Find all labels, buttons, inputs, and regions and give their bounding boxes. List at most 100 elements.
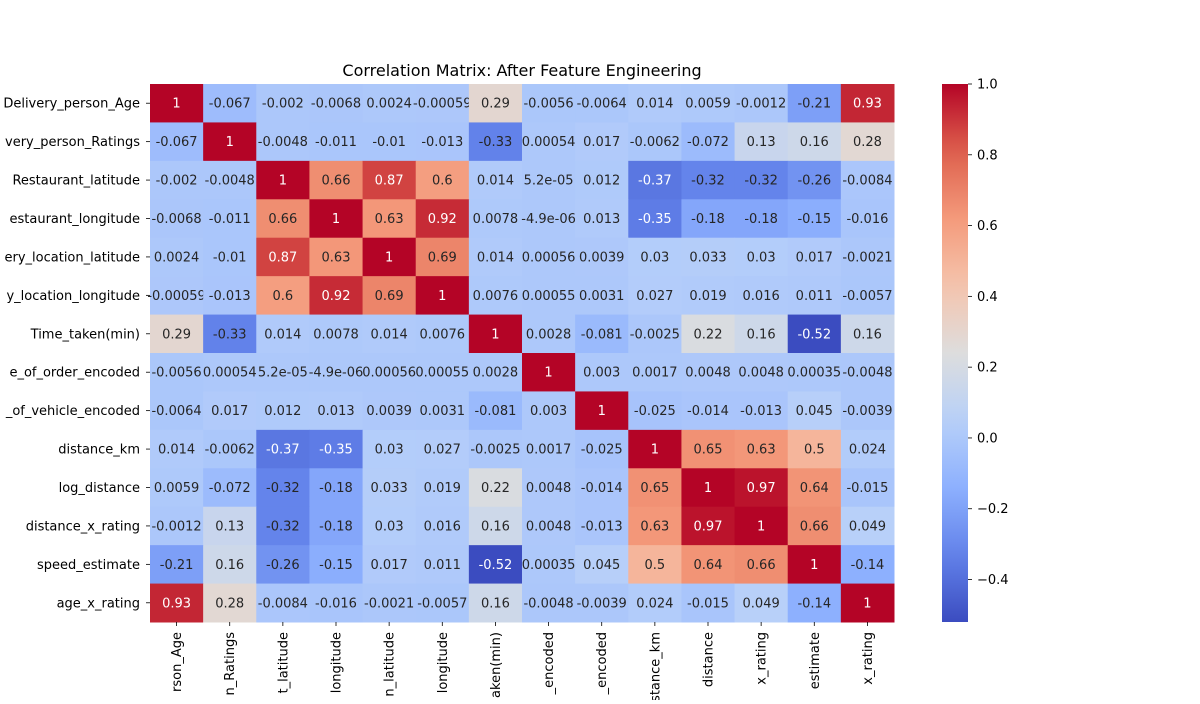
cell-value-label: -0.0056 <box>151 366 201 381</box>
heatmap-cell <box>681 122 736 162</box>
heatmap-cell <box>522 276 576 316</box>
heatmap-cell <box>787 314 842 354</box>
colorbar-tick-label: 0.8 <box>977 148 998 163</box>
cell-value-label: -0.32 <box>266 481 300 496</box>
cell-value-label: -0.0039 <box>842 404 892 419</box>
heatmap-cell <box>681 468 736 508</box>
colorbar-tick-label: 0.6 <box>977 219 998 234</box>
heatmap-cell <box>787 237 842 277</box>
y-tick-label: e_of_order_encoded <box>9 366 140 381</box>
heatmap-cell <box>415 276 470 316</box>
cell-value-label: 0.29 <box>481 97 510 112</box>
heatmap-cell <box>840 84 895 123</box>
heatmap-cell <box>150 199 204 239</box>
heatmap-cell <box>468 199 523 239</box>
colorbar-tick-label: 0.2 <box>977 361 998 376</box>
cell-value-label: 0.6 <box>273 289 294 304</box>
heatmap-cell <box>203 84 257 123</box>
cell-value-label: 0.033 <box>371 481 408 496</box>
cell-value-label: 0.29 <box>162 327 191 342</box>
cell-value-label: -4.9e-06 <box>309 366 364 381</box>
cell-value-label: 0.22 <box>481 481 510 496</box>
x-tick-label: longitude <box>436 632 451 693</box>
cell-value-label: -0.067 <box>209 97 251 112</box>
heatmap-cell <box>468 122 523 162</box>
cell-value-label: 0.66 <box>322 174 351 189</box>
cell-value-label: 0.97 <box>694 519 723 534</box>
cell-value-label: -0.01 <box>372 135 406 150</box>
heatmap-cell <box>681 429 736 469</box>
heatmap-cell <box>415 122 470 162</box>
heatmap-cell <box>840 545 895 585</box>
heatmap-cell <box>734 545 789 585</box>
heatmap-cell <box>575 84 629 123</box>
cell-value-label: 0.0024 <box>366 97 412 112</box>
x-tick-label: x_rating <box>755 632 770 685</box>
heatmap-cell <box>150 84 204 123</box>
y-tick-label: age_x_rating <box>57 596 140 611</box>
cell-value-label: 0.92 <box>322 289 351 304</box>
cell-value-label: 0.03 <box>375 443 404 458</box>
heatmap-cell <box>522 199 576 239</box>
cell-value-label: 0.69 <box>428 250 457 265</box>
cell-value-label: 0.63 <box>747 443 776 458</box>
cell-value-label: 0.00035 <box>522 558 576 573</box>
cell-value-label: -0.072 <box>209 481 251 496</box>
cell-value-label: 0.003 <box>530 404 567 419</box>
cell-value-label: 0.00054 <box>203 366 257 381</box>
cell-value-label: 0.63 <box>322 250 351 265</box>
heatmap-cell <box>415 237 470 277</box>
cell-value-label: -0.0084 <box>842 174 892 189</box>
heatmap-cell <box>256 237 310 277</box>
heatmap-cell <box>256 506 310 546</box>
cell-value-label: 0.03 <box>375 519 404 534</box>
cell-value-label: -0.016 <box>846 212 888 227</box>
cell-value-label: -0.00059 <box>147 289 205 304</box>
cell-value-label: 0.024 <box>849 443 886 458</box>
heatmap-cell <box>840 353 895 392</box>
cell-value-label: 0.014 <box>264 327 301 342</box>
heatmap-cell <box>522 391 576 431</box>
heatmap-cell <box>522 583 576 623</box>
heatmap-cell <box>787 353 842 392</box>
cell-value-label: 0.00054 <box>522 135 576 150</box>
heatmap-cell <box>468 314 523 354</box>
heatmap-cell <box>468 545 523 585</box>
heatmap-cell <box>256 122 310 162</box>
heatmap-cell <box>415 353 470 392</box>
cell-value-label: 1 <box>332 212 340 227</box>
cell-value-label: 0.97 <box>747 481 776 496</box>
cell-value-label: 0.64 <box>694 558 723 573</box>
cell-value-label: -0.0048 <box>842 366 892 381</box>
heatmap-cell <box>309 545 364 585</box>
heatmap-cell <box>628 353 682 392</box>
cell-value-label: 0.03 <box>640 250 669 265</box>
cell-value-label: 0.0076 <box>473 289 519 304</box>
cell-value-label: -0.0025 <box>470 443 520 458</box>
heatmap-cell <box>628 506 682 546</box>
heatmap-cell <box>203 199 257 239</box>
cell-value-label: 0.014 <box>371 327 408 342</box>
cell-value-label: 0.5 <box>645 558 666 573</box>
cell-value-label: 0.0039 <box>579 250 625 265</box>
heatmap-cell <box>734 314 789 354</box>
cell-value-label: 1 <box>598 404 606 419</box>
cell-value-label: 0.0048 <box>738 366 784 381</box>
heatmap-cell <box>628 160 682 200</box>
cell-value-label: 0.012 <box>264 404 301 419</box>
cell-value-label: -0.18 <box>319 519 353 534</box>
cell-value-label: -4.9e-06 <box>521 212 576 227</box>
heatmap-cell <box>840 506 895 546</box>
heatmap-cell <box>681 353 736 392</box>
heatmap-cell <box>203 468 257 508</box>
heatmap-cell <box>734 199 789 239</box>
heatmap-cell <box>150 276 204 316</box>
cell-value-label: 0.16 <box>481 519 510 534</box>
cell-value-label: -0.002 <box>262 97 304 112</box>
cell-value-label: 0.16 <box>481 596 510 611</box>
heatmap-cell <box>681 391 736 431</box>
heatmap-cell <box>309 160 364 200</box>
cell-value-label: -0.0012 <box>151 519 201 534</box>
heatmap-cell <box>203 391 257 431</box>
